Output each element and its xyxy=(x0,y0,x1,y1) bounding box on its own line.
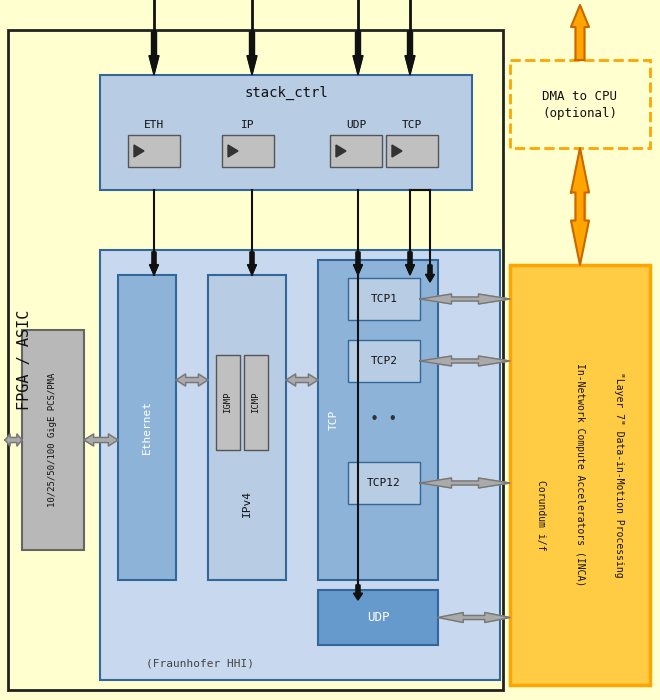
Polygon shape xyxy=(354,252,362,275)
Polygon shape xyxy=(134,145,144,157)
Text: TCP2: TCP2 xyxy=(370,356,397,366)
Text: IPv4: IPv4 xyxy=(242,490,252,517)
Polygon shape xyxy=(5,434,22,446)
Polygon shape xyxy=(571,5,589,60)
Polygon shape xyxy=(405,32,415,75)
Polygon shape xyxy=(150,252,158,275)
Text: UDP: UDP xyxy=(367,611,389,624)
Polygon shape xyxy=(353,32,363,75)
Polygon shape xyxy=(84,434,118,446)
Text: IGMP: IGMP xyxy=(224,392,232,413)
Bar xyxy=(318,590,438,645)
Polygon shape xyxy=(438,612,510,622)
Bar xyxy=(318,260,438,580)
Polygon shape xyxy=(420,294,510,304)
Text: IP: IP xyxy=(242,120,255,130)
Polygon shape xyxy=(571,148,589,220)
Text: 10/25/50/100 GigE PCS/PMA: 10/25/50/100 GigE PCS/PMA xyxy=(48,373,57,508)
Bar xyxy=(8,30,503,690)
Text: TCP: TCP xyxy=(402,120,422,130)
Bar xyxy=(100,75,472,190)
Bar xyxy=(348,278,420,320)
Polygon shape xyxy=(426,265,434,282)
Text: FPGA / ASIC: FPGA / ASIC xyxy=(18,310,32,410)
Text: TCP: TCP xyxy=(329,410,339,430)
Text: ICMP: ICMP xyxy=(251,392,261,413)
Polygon shape xyxy=(228,145,238,157)
Bar xyxy=(510,265,650,685)
Text: UDP: UDP xyxy=(346,120,366,130)
Polygon shape xyxy=(420,356,510,366)
Bar xyxy=(128,135,180,167)
Bar xyxy=(330,135,382,167)
Bar xyxy=(244,355,268,450)
Polygon shape xyxy=(286,374,318,386)
Text: TCP1: TCP1 xyxy=(370,294,397,304)
Polygon shape xyxy=(247,32,257,75)
Text: TCP12: TCP12 xyxy=(367,478,401,488)
Text: (optional): (optional) xyxy=(543,108,618,120)
Polygon shape xyxy=(392,145,402,157)
Text: stack_ctrl: stack_ctrl xyxy=(244,86,328,100)
Polygon shape xyxy=(571,193,589,265)
Bar xyxy=(208,275,286,580)
Bar xyxy=(348,462,420,504)
Bar xyxy=(510,60,650,148)
Text: • •: • • xyxy=(370,412,398,428)
Bar xyxy=(348,340,420,382)
Bar xyxy=(386,135,438,167)
Polygon shape xyxy=(248,252,257,275)
Bar xyxy=(222,135,274,167)
Bar xyxy=(216,355,240,450)
Bar xyxy=(118,275,176,580)
Text: Ethernet: Ethernet xyxy=(142,400,152,454)
Text: ETH: ETH xyxy=(144,120,164,130)
Polygon shape xyxy=(176,374,208,386)
Text: (Fraunhofer HHI): (Fraunhofer HHI) xyxy=(146,659,254,669)
Polygon shape xyxy=(354,585,362,600)
Polygon shape xyxy=(420,478,510,488)
Polygon shape xyxy=(149,32,159,75)
Text: In-Network Compute Accelerators (INCA): In-Network Compute Accelerators (INCA) xyxy=(575,363,585,587)
Bar xyxy=(22,330,84,550)
Text: "Layer 7" Data-in-Motion Processing: "Layer 7" Data-in-Motion Processing xyxy=(614,372,624,578)
Polygon shape xyxy=(576,193,585,220)
Polygon shape xyxy=(405,252,414,275)
Bar xyxy=(100,250,500,680)
Text: Corundum i/f: Corundum i/f xyxy=(536,480,546,550)
Text: DMA to CPU: DMA to CPU xyxy=(543,90,618,104)
Polygon shape xyxy=(336,145,346,157)
